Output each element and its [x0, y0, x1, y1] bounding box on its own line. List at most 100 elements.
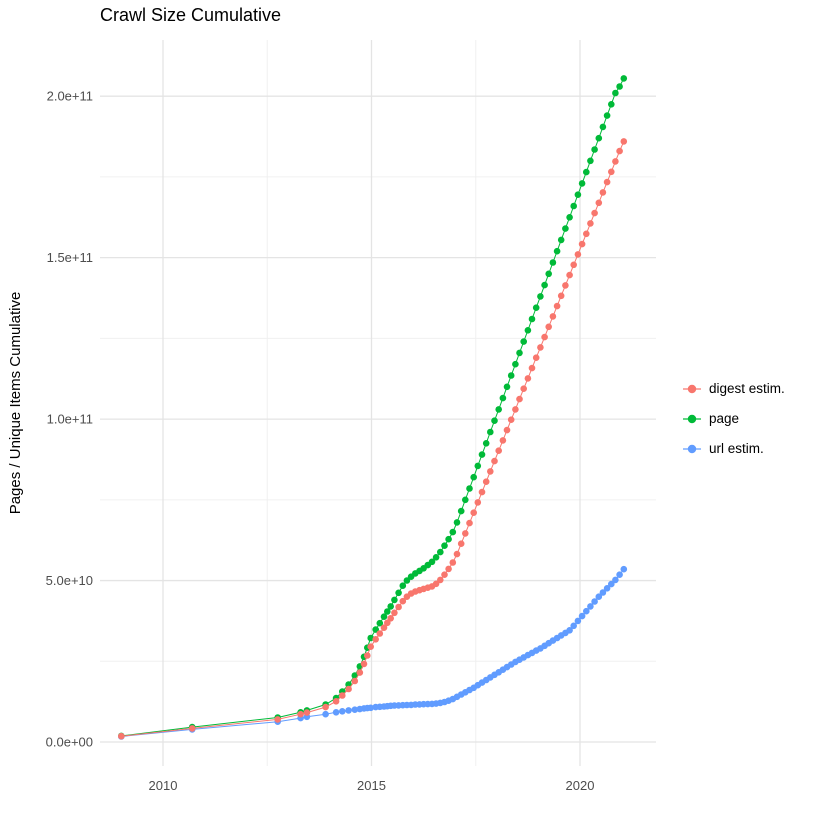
data-point: [612, 158, 619, 165]
data-point: [512, 406, 519, 413]
data-point: [545, 323, 552, 331]
legend-key-dot-icon: [683, 414, 701, 423]
data-point: [403, 577, 411, 584]
data-point: [322, 703, 329, 711]
data-point: [351, 677, 359, 685]
series-layer: [118, 75, 628, 740]
data-point: [462, 496, 469, 504]
data-point: [520, 385, 527, 393]
legend-key-dot-icon: [683, 384, 701, 393]
data-point: [380, 613, 388, 620]
data-point: [399, 597, 407, 605]
legend-item-page: page: [681, 408, 785, 429]
data-point: [603, 112, 611, 119]
data-point: [466, 485, 473, 492]
data-point: [599, 123, 607, 131]
data-point: [487, 428, 494, 436]
data-point: [188, 725, 196, 732]
data-point: [599, 589, 607, 596]
data-point: [332, 698, 340, 705]
y-axis-title: Pages / Unique Items Cumulative: [7, 292, 24, 515]
data-point: [516, 395, 523, 403]
data-point: [570, 261, 577, 269]
data-point: [360, 660, 368, 668]
data-point: [391, 596, 398, 604]
data-point: [367, 643, 375, 650]
y-tick-label: 1.0e+11: [47, 412, 93, 427]
data-point: [297, 710, 304, 718]
data-point: [591, 598, 598, 605]
data-point: [274, 716, 282, 723]
data-point: [532, 304, 540, 312]
data-point: [356, 669, 364, 676]
data-point: [395, 589, 402, 597]
data-point: [384, 608, 391, 615]
data-point: [537, 344, 544, 351]
data-point: [474, 499, 482, 506]
x-tick-label: 2015: [357, 778, 386, 793]
data-point: [487, 468, 494, 475]
data-point: [387, 615, 395, 622]
data-point: [462, 530, 469, 537]
chart-title: Crawl Size Cumulative: [100, 5, 282, 25]
data-point: [591, 209, 598, 217]
data-point: [345, 685, 352, 693]
data-point: [445, 565, 452, 573]
data-point: [616, 147, 623, 155]
data-point: [549, 259, 557, 266]
data-point: [384, 619, 391, 627]
data-point: [339, 692, 346, 699]
data-point: [376, 630, 384, 637]
data-point: [537, 293, 544, 300]
data-point: [457, 540, 465, 547]
data-point: [351, 706, 359, 713]
data-point: [620, 75, 628, 82]
data-point: [608, 580, 615, 588]
data-point: [574, 617, 582, 625]
data-point: [549, 313, 557, 320]
data-point: [437, 576, 444, 584]
y-tick-label: 2.0e+11: [47, 89, 93, 104]
data-point: [367, 634, 375, 642]
data-point: [482, 440, 490, 447]
data-point: [503, 383, 511, 391]
data-point: [441, 542, 448, 549]
series-digest-estim-: [118, 138, 628, 740]
series-url-estim-: [118, 565, 628, 740]
data-point: [491, 417, 498, 425]
data-point: [445, 535, 452, 543]
data-point: [482, 478, 490, 486]
legend-label: url estim.: [709, 441, 764, 456]
data-point: [520, 338, 527, 345]
data-point: [376, 619, 384, 627]
data-point: [503, 426, 511, 434]
data-point: [453, 550, 461, 558]
legend-label: digest estim.: [709, 381, 785, 396]
y-tick-label: 0.0e+00: [46, 735, 93, 750]
data-point: [437, 548, 444, 556]
data-point: [620, 138, 628, 145]
data-point: [566, 271, 573, 279]
data-point: [553, 247, 561, 255]
data-point: [380, 624, 388, 631]
data-point: [528, 315, 536, 323]
x-tick-label: 2020: [566, 778, 595, 793]
x-tick-label: 2010: [149, 778, 178, 793]
data-point: [387, 603, 395, 610]
data-point: [499, 437, 507, 444]
data-point: [612, 89, 619, 97]
data-point: [557, 236, 565, 244]
data-point: [524, 375, 532, 382]
data-point: [495, 447, 503, 455]
data-point: [345, 707, 352, 714]
data-point: [474, 462, 482, 470]
data-point: [516, 349, 523, 357]
data-point: [432, 580, 440, 588]
data-point: [528, 364, 536, 372]
data-point: [608, 101, 615, 108]
data-point: [578, 612, 586, 620]
data-point: [587, 220, 594, 227]
data-point: [562, 225, 569, 232]
